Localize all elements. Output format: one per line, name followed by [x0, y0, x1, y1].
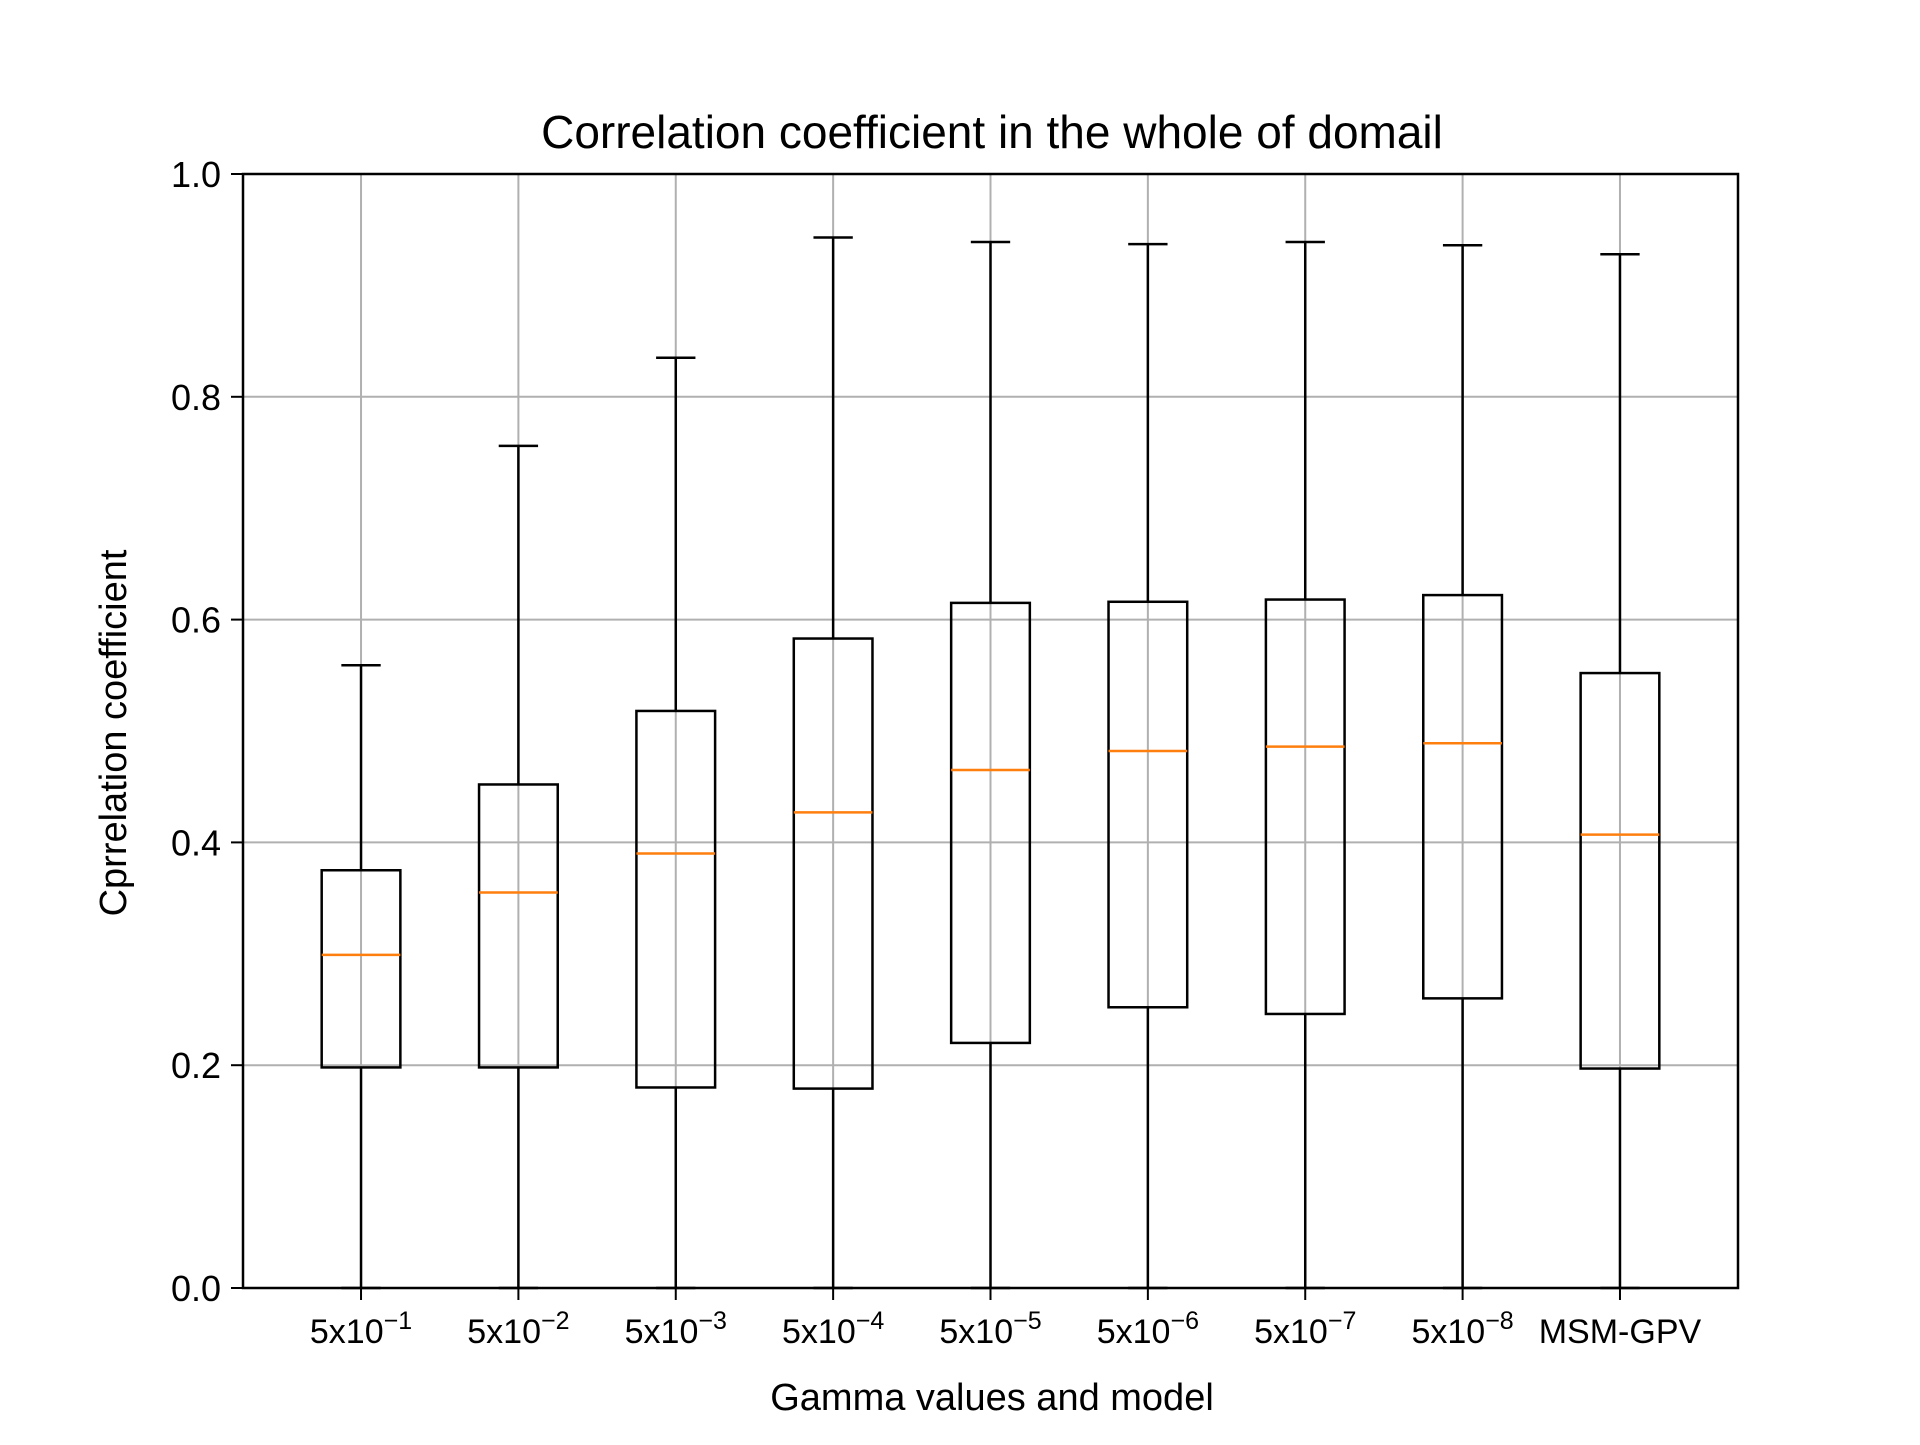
x-tick-label: 5x10−6: [1097, 1307, 1199, 1351]
x-axis-label: Gamma values and model: [770, 1377, 1214, 1419]
box-series: [320, 236, 1661, 1290]
box-iqr: [320, 869, 402, 1069]
y-tick-label: 0.0: [171, 1268, 221, 1309]
chart-title: Correlation coefficient in the whole of …: [541, 106, 1443, 158]
x-tick-label: 5x10−7: [1254, 1307, 1356, 1351]
y-tick-label: 0.2: [171, 1045, 221, 1086]
box-iqr: [635, 709, 717, 1089]
box-group: [635, 356, 717, 1290]
x-tick-label: 5x10−1: [310, 1307, 412, 1351]
box-iqr: [1264, 598, 1346, 1016]
y-axis-label: Cprrelation coefficient: [93, 549, 135, 916]
x-tick-label: 5x10−5: [939, 1307, 1041, 1351]
y-tick-label: 1.0: [171, 154, 221, 195]
x-tick-label: 5x10−4: [782, 1307, 884, 1351]
x-tick-label: 5x10−3: [625, 1307, 727, 1351]
box-iqr: [949, 601, 1032, 1045]
y-tick-label: 0.4: [171, 822, 221, 863]
box-iqr: [1579, 671, 1661, 1070]
box-iqr: [1422, 593, 1504, 1000]
box-group: [949, 240, 1032, 1290]
x-tick-label: 5x10−8: [1411, 1307, 1513, 1351]
box-group: [1422, 244, 1504, 1290]
y-tick-label: 0.8: [171, 377, 221, 418]
box-iqr: [792, 637, 874, 1090]
y-tick-label: 0.6: [171, 600, 221, 641]
box-iqr: [477, 783, 559, 1069]
x-tick-label: 5x10−2: [467, 1307, 569, 1351]
box-group: [1579, 252, 1661, 1290]
axis-ticks: 0.0 0.2 0.4 0.6 0.8 1.0 5x10−1 5x10−2 5x10−3 5x10…: [171, 154, 1702, 1351]
x-tick-label: MSM-GPV: [1539, 1313, 1702, 1351]
box-iqr: [1107, 600, 1189, 1009]
